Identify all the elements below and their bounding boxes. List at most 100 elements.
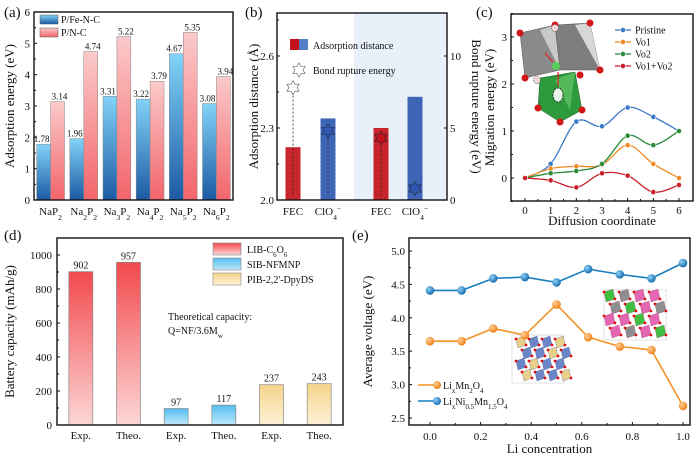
bar-p-n-c: [50, 101, 65, 201]
x-tick-label: FEC: [371, 206, 391, 218]
plot-frame: [510, 13, 694, 202]
x-tick-label: Theo.: [211, 430, 237, 442]
bar-p-fe-n-c: [102, 96, 118, 201]
panel-label-e: (e): [352, 228, 369, 244]
polyhedron: [603, 312, 616, 327]
oxygen-atom: [608, 302, 612, 306]
x-tick-label: 0.6: [575, 431, 589, 443]
star-bond-rupture-energy: [321, 123, 335, 139]
data-point: [676, 175, 682, 181]
oxygen-atom: [647, 314, 651, 318]
x-tick-label: ClO4−: [402, 204, 429, 222]
bar-value-label: 3.94: [218, 67, 234, 77]
x-tick-label: 6: [676, 205, 682, 217]
bar-value-label: 3.79: [151, 71, 167, 81]
oxygen-atom: [546, 370, 550, 374]
y-tick-label: 0: [47, 420, 53, 432]
y-tick-label: 3: [502, 32, 508, 44]
oxygen-vacancy: [551, 24, 559, 32]
legend-marker: [620, 27, 626, 33]
oxygen-atom: [649, 309, 653, 313]
oxygen-atom: [653, 326, 657, 330]
migrating-ion: [552, 62, 560, 70]
plot-frame: [33, 11, 234, 201]
oxygen-atom: [556, 354, 560, 358]
data-point: [599, 170, 605, 177]
shaded-region: [354, 13, 446, 200]
data-point: [425, 286, 435, 295]
polyhedron: [609, 300, 622, 315]
bar-value-label: 4.74: [85, 41, 101, 51]
polyhedron: [624, 300, 637, 315]
x-tick-label: Theo.: [116, 430, 142, 442]
oxygen-atom: [559, 348, 563, 352]
polyhedron: [609, 324, 622, 339]
y-tick-label: 1: [25, 164, 31, 176]
polyhedron: [528, 357, 540, 371]
oxygen-atom: [521, 74, 529, 82]
y-tick-label: 3.0: [391, 380, 405, 392]
oxygen-atom: [543, 376, 547, 380]
y-tick-label: 200: [36, 386, 53, 398]
crystal-structure-inset-limn2o4: [511, 334, 573, 384]
legend-label: LixMn2O4: [443, 381, 484, 395]
y-tick-label: 400: [36, 352, 53, 364]
polyhedron: [534, 346, 546, 360]
polyhedron: [554, 335, 566, 349]
oxygen-atom: [514, 359, 518, 363]
y-tick-label: 0: [25, 195, 31, 207]
data-point: [624, 132, 631, 139]
annotation-formula: Q=NF/3.6Mw: [168, 326, 224, 340]
x-tick-label: FEC: [283, 206, 303, 218]
data-point: [488, 324, 498, 333]
x-tick-label: 0.8: [626, 431, 640, 443]
octahedron-face: [540, 25, 560, 70]
x-axis-label: Li concentration: [507, 441, 593, 456]
data-point: [650, 114, 657, 120]
bar-p-n-c: [183, 32, 198, 201]
panel-label-d: (d): [4, 228, 22, 244]
panel-a: (a) 0 1 2 3 4 5 6 Adsorption energy (eV) 1.78 1.96…: [2, 5, 234, 222]
y-tick-label: 2: [502, 79, 508, 91]
y-axis-label: Adsorption distance (Å): [246, 44, 261, 170]
oxygen-atom: [530, 354, 534, 358]
polyhedron: [547, 346, 559, 360]
octahedron-face: [575, 23, 600, 70]
x-tick-label: 5: [651, 205, 657, 217]
oxygen-atom: [602, 314, 606, 318]
polyhedron: [521, 368, 533, 382]
bar-p-fe-n-c: [135, 98, 151, 201]
oxygen-atom: [520, 348, 524, 352]
bar-capacity: [116, 261, 141, 426]
polyhedron: [534, 368, 546, 382]
oxygen-atom: [617, 314, 621, 318]
data-point: [522, 175, 528, 181]
legend-label: PIB-2,2'-DpyDS: [247, 275, 314, 286]
oxygen-atom: [524, 365, 528, 369]
oxygen-atom: [632, 314, 636, 318]
oxygen-atom: [514, 337, 518, 341]
data-point: [647, 274, 656, 283]
data-point: [552, 278, 561, 287]
legend-label: Pristine: [635, 26, 666, 37]
oxygen-atom: [632, 290, 636, 294]
legend-star-icon: [292, 62, 306, 78]
oxygen-atom: [638, 326, 642, 330]
data-point: [624, 172, 631, 179]
oxygen-atom: [550, 365, 554, 369]
oxygen-atom: [623, 326, 627, 330]
oxygen-atom: [653, 302, 657, 306]
y-tick-label: 1: [502, 126, 508, 138]
legend-marker: [620, 51, 626, 57]
y-right-tick-label: 0: [450, 195, 456, 207]
x-tick-label: Na3P2: [104, 206, 131, 222]
oxygen-atom: [619, 309, 623, 313]
bar-p-fe-n-c: [69, 138, 84, 201]
y-tick-label: 4.5: [391, 279, 405, 291]
data-point: [647, 345, 656, 355]
oxygen-atom: [537, 365, 541, 369]
bar-value-label: 1.96: [67, 129, 83, 139]
legend-label: Vo1: [635, 38, 651, 49]
legend-swatch-blue: [299, 39, 308, 50]
crystal-structure-inset: [516, 19, 604, 126]
